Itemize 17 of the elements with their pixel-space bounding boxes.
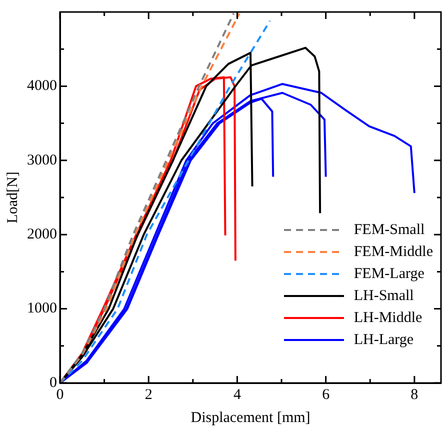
y-tick-label: 2000 xyxy=(27,226,57,243)
x-tick-label: 2 xyxy=(144,386,152,403)
y-tick-label: 0 xyxy=(50,374,57,391)
y-tick-label: 1000 xyxy=(27,300,57,317)
x-axis-title: Displacement [mm] xyxy=(190,410,310,426)
legend-label: LH-Large xyxy=(354,332,414,348)
y-axis-title: Load[N] xyxy=(4,172,21,224)
x-tick-label: 8 xyxy=(410,386,418,403)
legend-label: LH-Small xyxy=(354,288,414,304)
legend-label: FEM-Small xyxy=(354,222,425,238)
x-tick-label: 4 xyxy=(233,386,242,403)
y-tick-label: 4000 xyxy=(27,78,57,94)
legend-label: LH-Middle xyxy=(354,310,422,326)
x-tick-label: 6 xyxy=(322,386,330,403)
y-tick-label: 3000 xyxy=(27,152,57,168)
legend-label: FEM-Large xyxy=(354,266,424,282)
legend-label: FEM-Middle xyxy=(354,244,433,260)
